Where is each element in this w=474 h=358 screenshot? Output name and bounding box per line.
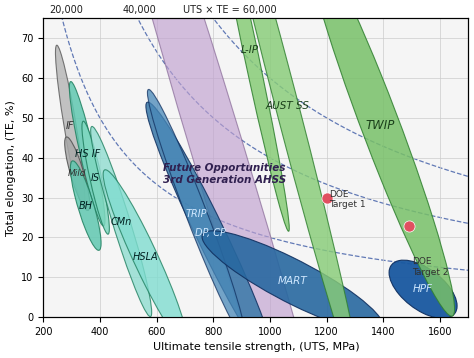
Ellipse shape — [64, 137, 90, 211]
Text: HS IF: HS IF — [74, 149, 100, 159]
Text: DOE
Target 2: DOE Target 2 — [412, 257, 448, 277]
Ellipse shape — [146, 102, 275, 358]
Text: HSLA: HSLA — [132, 252, 158, 262]
Ellipse shape — [202, 231, 383, 332]
Ellipse shape — [82, 121, 109, 234]
Text: UTS × TE = 60,000: UTS × TE = 60,000 — [183, 5, 277, 15]
Text: 40,000: 40,000 — [123, 5, 156, 15]
Ellipse shape — [307, 0, 455, 316]
Ellipse shape — [69, 82, 105, 226]
Ellipse shape — [70, 0, 379, 358]
Text: DOE
Target 1: DOE Target 1 — [329, 190, 366, 209]
Text: CMn: CMn — [110, 217, 132, 227]
Ellipse shape — [389, 260, 457, 318]
Text: MART: MART — [278, 276, 308, 286]
Text: Future Opportunities
3rd Generation AHSS: Future Opportunities 3rd Generation AHSS — [163, 163, 286, 184]
Text: 20,000: 20,000 — [49, 5, 83, 15]
Text: TWIP: TWIP — [366, 120, 395, 132]
X-axis label: Ultimate tensile strength, (UTS, MPa): Ultimate tensile strength, (UTS, MPa) — [153, 343, 359, 352]
Text: IF: IF — [66, 121, 74, 131]
Ellipse shape — [147, 90, 245, 338]
Text: DP, CP: DP, CP — [195, 228, 226, 238]
Ellipse shape — [70, 161, 101, 250]
Text: AUST SS: AUST SS — [265, 101, 309, 111]
Text: HPF: HPF — [413, 284, 433, 294]
Ellipse shape — [91, 126, 152, 317]
Text: BH: BH — [79, 200, 93, 211]
Ellipse shape — [211, 0, 289, 231]
Y-axis label: Total elongation, (TE, %): Total elongation, (TE, %) — [6, 100, 16, 236]
Text: Mild: Mild — [68, 169, 86, 178]
Ellipse shape — [55, 45, 85, 207]
Text: IS: IS — [91, 173, 100, 183]
Text: TRIP: TRIP — [185, 209, 207, 219]
Text: L-IP: L-IP — [241, 45, 259, 55]
Ellipse shape — [210, 0, 364, 358]
Ellipse shape — [103, 170, 187, 345]
